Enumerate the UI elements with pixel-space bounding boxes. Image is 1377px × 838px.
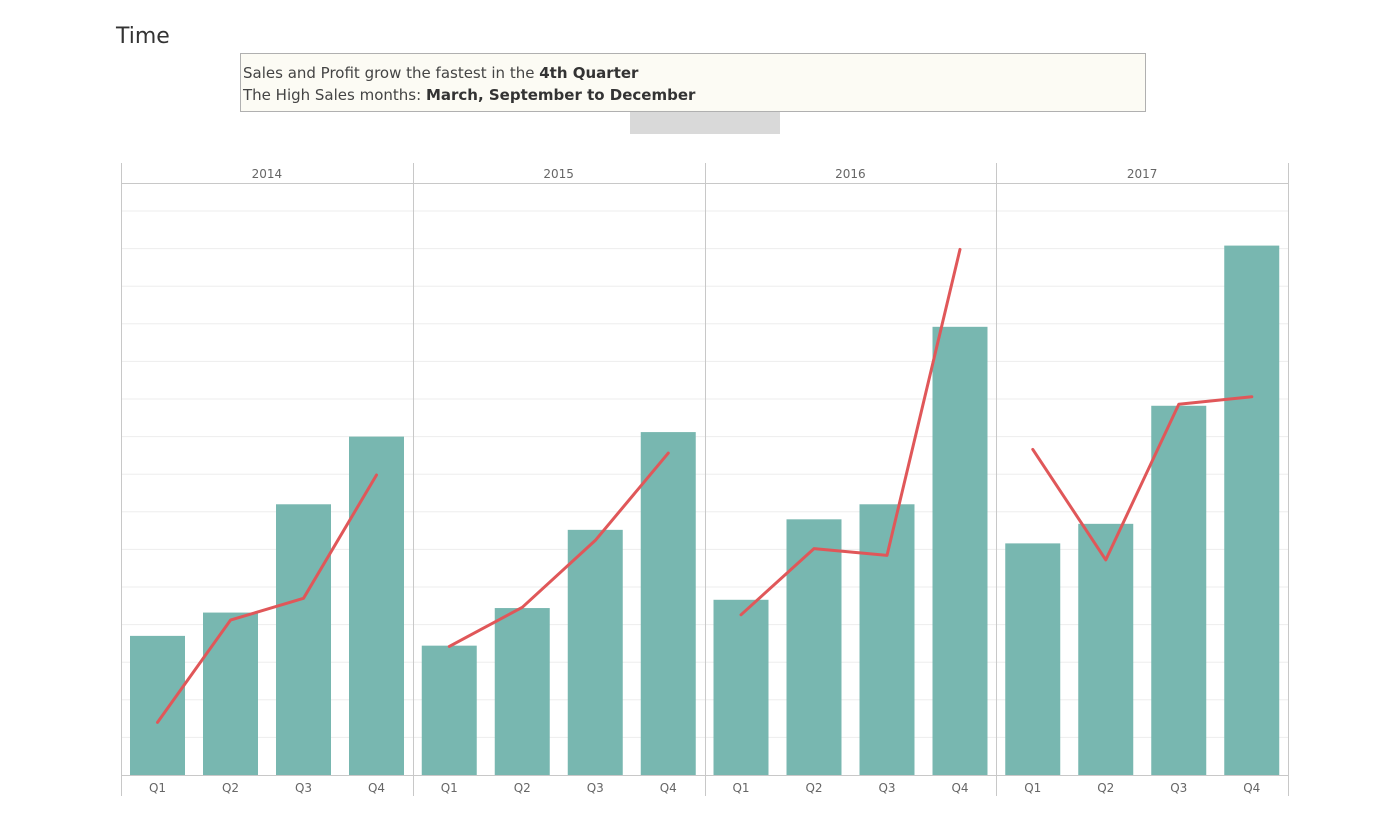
annotation-line-2-text: The High Sales months: — [243, 86, 426, 104]
bar-2017-Q4 — [1224, 245, 1280, 776]
tick-label-2015-Q1: Q1 — [441, 781, 458, 795]
bar-2015-Q2 — [494, 608, 550, 775]
bar-2016-Q1 — [713, 599, 769, 775]
profit-line-2015 — [447, 451, 670, 648]
bar-2014-Q2 — [203, 612, 258, 775]
bar-2015-Q3 — [567, 529, 623, 775]
bar-2017-Q1 — [1005, 543, 1061, 775]
bar-2017-Q2 — [1078, 523, 1134, 775]
profit-line-2014 — [156, 473, 378, 724]
tick-label-2014-Q4: Q4 — [368, 781, 385, 795]
tick-label-2016-Q4: Q4 — [951, 781, 968, 795]
tick-label-2016-Q1: Q1 — [732, 781, 749, 795]
profit-line-2017 — [1031, 395, 1254, 562]
tick-label-2015-Q4: Q4 — [660, 781, 677, 795]
annotation-line-2-highlight: March, September to December — [425, 86, 696, 104]
annotation-line-1-text: Sales and Profit grow the fastest in the — [243, 64, 540, 82]
annotation-line-1-highlight: 4th Quarter — [539, 64, 639, 82]
tick-label-2016-Q2: Q2 — [805, 781, 822, 795]
tick-label-2017-Q1: Q1 — [1024, 781, 1041, 795]
panel-header-2016: 2016 — [835, 167, 866, 181]
tick-label-2017-Q3: Q3 — [1170, 781, 1187, 795]
bar-2016-Q2 — [786, 519, 842, 775]
profit-line-2016 — [739, 247, 962, 617]
tick-label-2015-Q2: Q2 — [514, 781, 531, 795]
bar-2016-Q4 — [932, 326, 988, 775]
annotation-box: Sales and Profit grow the fastest in the… — [240, 53, 1146, 112]
panel-header-2015: 2015 — [543, 167, 574, 181]
tick-label-2014-Q2: Q2 — [222, 781, 239, 795]
bar-2014-Q1 — [130, 635, 185, 775]
bar-2014-Q4 — [349, 436, 404, 775]
bar-2016-Q3 — [859, 504, 915, 775]
tick-label-2014-Q3: Q3 — [295, 781, 312, 795]
tick-label-2014-Q1: Q1 — [149, 781, 166, 795]
tick-label-2017-Q4: Q4 — [1243, 781, 1260, 795]
bar-2014-Q3 — [276, 504, 331, 775]
tick-label-2017-Q2: Q2 — [1097, 781, 1114, 795]
annotation-line-2: The High Sales months: March, September … — [243, 84, 1145, 106]
tick-label-2015-Q3: Q3 — [587, 781, 604, 795]
panel-header-2017: 2017 — [1127, 167, 1158, 181]
page-title: Time — [116, 24, 170, 49]
bar-2015-Q1 — [421, 645, 477, 775]
tick-label-2016-Q3: Q3 — [878, 781, 895, 795]
bar-2017-Q3 — [1151, 405, 1207, 775]
panel-header-2014: 2014 — [252, 167, 283, 181]
bar-2015-Q4 — [640, 432, 696, 775]
annotation-line-1: Sales and Profit grow the fastest in the… — [243, 62, 1145, 84]
